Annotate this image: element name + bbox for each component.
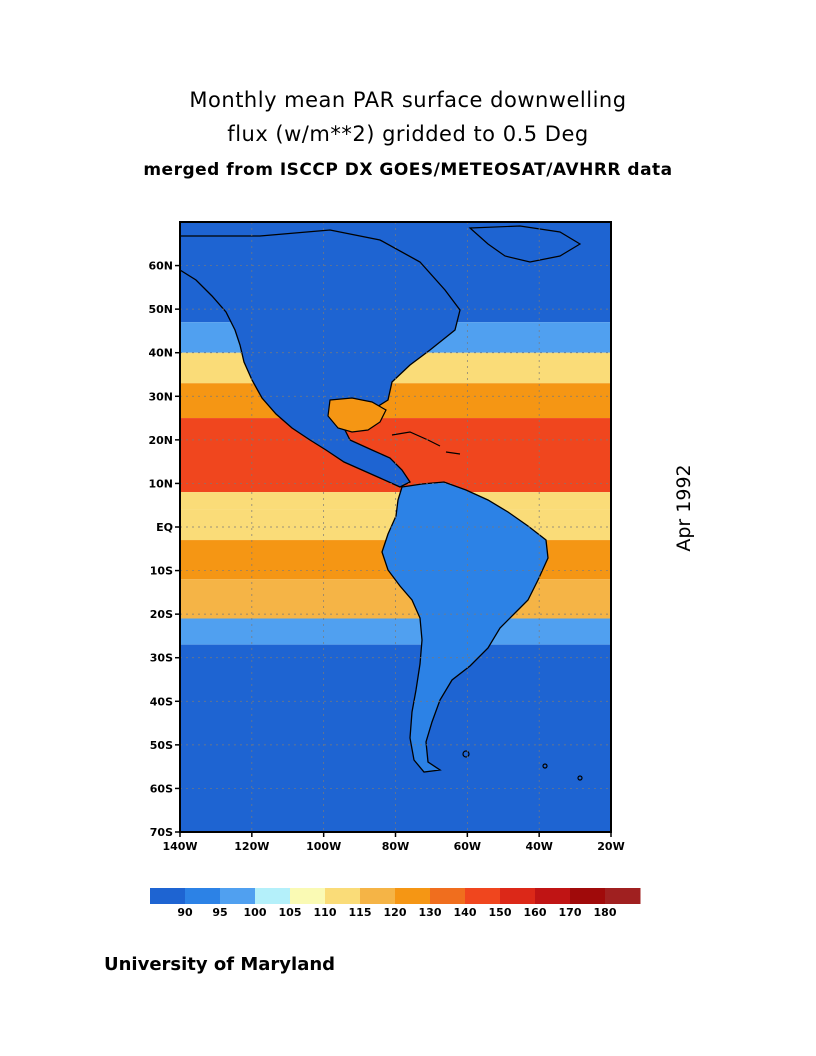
- lat-tick-label: 70S: [150, 826, 173, 839]
- colorbar-swatch: [325, 888, 361, 904]
- colorbar-label: 170: [559, 906, 582, 919]
- lat-tick-label: 30N: [148, 390, 173, 403]
- colorbar-swatch: [465, 888, 501, 904]
- colorbar-label: 180: [594, 906, 617, 919]
- longitude-axis: 140W 120W 100W 80W 60W 40W 20W: [162, 832, 625, 853]
- colorbar-label: 150: [489, 906, 512, 919]
- colorbar-swatch: [360, 888, 396, 904]
- south-georgia-island: [542, 763, 548, 769]
- colorbar-swatch: [570, 888, 606, 904]
- latitude-axis: 60N 50N 40N 30N 20N 10N EQ 10S 20S 30S 40S 50S 60S 70…: [148, 260, 180, 839]
- lat-tick-label: 40S: [150, 695, 173, 708]
- caribbean-islands: [391, 431, 461, 455]
- map-title-line-2: flux (w/m**2) gridded to 0.5 Deg: [227, 122, 589, 146]
- field-band-3: [180, 383, 611, 419]
- colorbar-swatch: [290, 888, 326, 904]
- lat-tick-label: 50S: [150, 739, 173, 752]
- colorbar-swatch: [185, 888, 221, 904]
- lat-tick-label: 20S: [150, 608, 173, 621]
- lon-tick-label: 80W: [382, 840, 409, 853]
- gulf-of-mexico: [327, 397, 387, 433]
- lat-tick-label: 40N: [148, 347, 173, 360]
- lat-tick-label: EQ: [156, 521, 173, 534]
- colorbar-swatch: [430, 888, 466, 904]
- color-legend: 90 95 100 105 110 115 120 130 140 150 160 170 180: [150, 888, 641, 919]
- map-subtitle: merged from ISCCP DX GOES/METEOSAT/AVHRR…: [143, 160, 673, 180]
- colorbar-label: 115: [349, 906, 372, 919]
- lon-tick-label: 40W: [525, 840, 552, 853]
- colorbar-label: 160: [524, 906, 547, 919]
- colorbar-swatch: [535, 888, 571, 904]
- lat-tick-label: 60S: [150, 782, 173, 795]
- continent-outlines: [180, 225, 583, 781]
- lon-tick-label: 100W: [306, 840, 341, 853]
- lat-tick-label: 20N: [148, 434, 173, 447]
- colorbar-label: 140: [454, 906, 477, 919]
- lon-tick-label: 120W: [234, 840, 269, 853]
- falkland-islands: [462, 750, 470, 758]
- map-title-line-1: Monthly mean PAR surface downwelling: [189, 88, 627, 112]
- colorbar-label: 110: [314, 906, 337, 919]
- lat-tick-label: 10S: [150, 565, 173, 578]
- colorbar-swatch: [220, 888, 256, 904]
- lat-tick-label: 60N: [148, 260, 173, 273]
- colorbar-label: 130: [419, 906, 442, 919]
- colorbar-label: 120: [384, 906, 407, 919]
- lon-tick-label: 140W: [162, 840, 197, 853]
- colorbar-label: 95: [212, 906, 227, 919]
- colorbar-swatch: [395, 888, 431, 904]
- south-sandwich-island: [577, 775, 583, 781]
- lat-tick-label: 30S: [150, 652, 173, 665]
- lat-tick-label: 10N: [148, 477, 173, 490]
- colorbar-label: 90: [177, 906, 193, 919]
- institution-footer: University of Maryland: [104, 954, 336, 975]
- colorbar-swatch: [150, 888, 186, 904]
- greenland-land: [468, 225, 582, 263]
- colorbar-label: 105: [279, 906, 302, 919]
- lon-tick-label: 20W: [597, 840, 624, 853]
- field-band-8: [180, 579, 611, 619]
- lon-tick-label: 60W: [454, 840, 481, 853]
- colorbar-swatch: [605, 888, 641, 904]
- colorbar-label: 100: [244, 906, 267, 919]
- field-band-5: [180, 492, 611, 510]
- colorbar-swatch: [500, 888, 536, 904]
- lat-tick-label: 50N: [148, 303, 173, 316]
- north-america-land: [180, 229, 461, 488]
- south-america-land: [381, 481, 549, 773]
- colorbar-swatch: [255, 888, 291, 904]
